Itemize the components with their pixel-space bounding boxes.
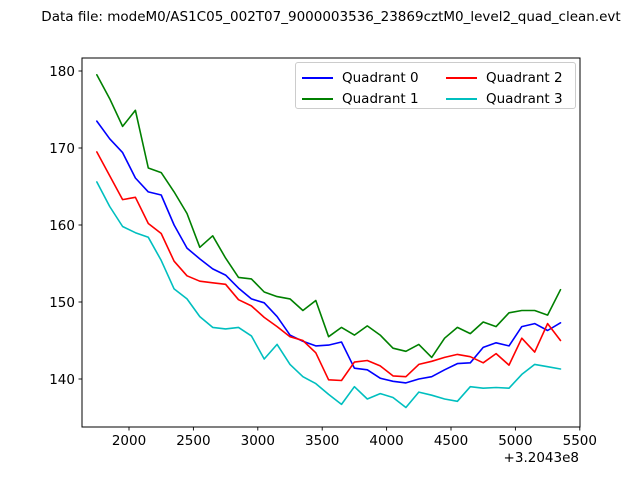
legend-item-quadrant-3: Quadrant 3: [446, 88, 563, 109]
legend-line-swatch-quadrant-3: [446, 97, 477, 100]
axes-frame: [81, 57, 581, 428]
x-tick-label: 5500: [563, 433, 597, 449]
x-tick-label: 4000: [369, 433, 403, 449]
legend-item-quadrant-0: Quadrant 0: [302, 67, 419, 88]
chart-title: Data file: modeM0/AS1C05_002T07_90000035…: [41, 9, 621, 25]
y-tick-label: 180: [49, 64, 75, 80]
legend-item-label: Quadrant 2: [486, 69, 563, 86]
series-line-quadrant-0: [96, 120, 562, 384]
x-tick-label: 2000: [112, 433, 146, 449]
legend-item-label: Quadrant 1: [342, 90, 419, 107]
x-tick-label: 2500: [176, 433, 210, 449]
x-tick-label: 3500: [305, 433, 339, 449]
legend-item-label: Quadrant 3: [486, 90, 563, 107]
x-tick-label: 4500: [434, 433, 468, 449]
legend-line-swatch-quadrant-2: [446, 76, 477, 79]
y-tick-label: 160: [49, 218, 75, 234]
legend-item-quadrant-1: Quadrant 1: [302, 88, 419, 109]
series-line-quadrant-2: [96, 151, 562, 382]
legend-line-swatch-quadrant-0: [302, 76, 333, 79]
legend: Quadrant 0 Quadrant 1 Quadrant 2 Quadran…: [295, 62, 576, 109]
legend-item-quadrant-2: Quadrant 2: [446, 67, 563, 88]
series-line-quadrant-1: [96, 74, 562, 359]
legend-item-label: Quadrant 0: [342, 69, 419, 86]
y-tick-label: 170: [49, 141, 75, 157]
legend-line-swatch-quadrant-1: [302, 97, 333, 100]
series-line-quadrant-3: [96, 181, 562, 409]
y-tick-label: 150: [49, 295, 75, 311]
y-tick-label: 140: [49, 372, 75, 388]
x-tick-label: 3000: [241, 433, 275, 449]
x-axis-offset-label: +3.2043e8: [504, 450, 579, 466]
x-tick-label: 5000: [498, 433, 532, 449]
